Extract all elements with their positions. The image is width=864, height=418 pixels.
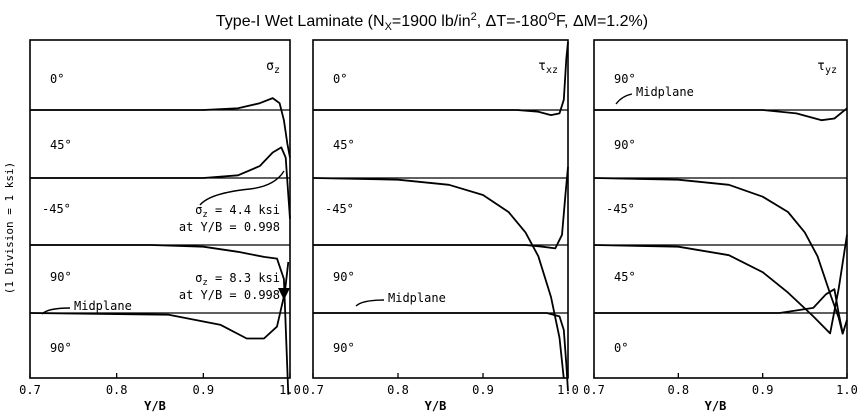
panel-stress-label: σz bbox=[266, 59, 280, 76]
layer-label: -45° bbox=[606, 202, 635, 216]
layer-label: 0° bbox=[614, 341, 628, 355]
annotation-arrowhead bbox=[278, 288, 290, 300]
figure-title: Type-I Wet Laminate (NX=1900 lb/in2, ΔT=… bbox=[216, 11, 648, 33]
layer-label: -45° bbox=[42, 202, 71, 216]
layer-label: 90° bbox=[333, 341, 355, 355]
layer-label: 45° bbox=[614, 270, 636, 284]
layer-label: 90° bbox=[333, 270, 355, 284]
stress-curve-2 bbox=[30, 146, 291, 219]
stress-curve-4 bbox=[313, 312, 569, 392]
panel-stress-label: τxz bbox=[538, 59, 558, 76]
layer-label: 90° bbox=[50, 341, 72, 355]
layer-label: 45° bbox=[50, 138, 72, 152]
x-tick-label: 1.0 bbox=[279, 383, 301, 397]
x-tick-label: 0.7 bbox=[19, 383, 41, 397]
panel-2: 0.7 0.8 0.9 1.0Y/Bτxz0°45°-45°90°90°Midplan… bbox=[302, 39, 579, 413]
layer-label: 90° bbox=[614, 138, 636, 152]
stress-curve-3 bbox=[313, 166, 569, 250]
x-tick-label: 0.7 bbox=[302, 383, 324, 397]
panel-stress-label: τyz bbox=[817, 59, 837, 76]
midplane-label: Midplane bbox=[74, 299, 132, 313]
layer-label: 0° bbox=[333, 72, 347, 86]
layer-label: 90° bbox=[50, 270, 72, 284]
peak-annotation-location: at Y/B = 0.998 bbox=[179, 220, 280, 234]
x-axis-label: Y/B bbox=[425, 399, 447, 413]
x-tick-label: 0.9 bbox=[752, 383, 774, 397]
layer-label: 90° bbox=[614, 72, 636, 86]
stress-curve-2 bbox=[593, 177, 844, 335]
x-tick-label: 0.8 bbox=[387, 383, 409, 397]
stress-curve-3 bbox=[30, 244, 290, 395]
stress-curve-1 bbox=[594, 107, 848, 122]
x-tick-label: 1.0 bbox=[836, 383, 858, 397]
stress-curve-3 bbox=[593, 234, 848, 335]
stress-curve-4 bbox=[594, 288, 848, 335]
annotation-arrow bbox=[199, 170, 285, 206]
layer-label: -45° bbox=[325, 202, 354, 216]
stress-curve-2 bbox=[312, 177, 565, 379]
midplane-leader bbox=[355, 299, 385, 307]
stress-curve-1 bbox=[30, 97, 291, 158]
midplane-label: Midplane bbox=[636, 85, 694, 99]
x-tick-label: 0.8 bbox=[106, 383, 128, 397]
x-tick-label: 0.7 bbox=[583, 383, 605, 397]
x-tick-label: 0.9 bbox=[192, 383, 214, 397]
layer-label: 45° bbox=[333, 138, 355, 152]
layer-label: 0° bbox=[50, 72, 64, 86]
peak-annotation: σz = 4.4 ksi bbox=[195, 203, 280, 220]
x-tick-label: 0.9 bbox=[472, 383, 494, 397]
midplane-label: Midplane bbox=[388, 291, 446, 305]
x-axis-label: Y/B bbox=[144, 399, 166, 413]
stress-curve-1 bbox=[313, 41, 569, 116]
x-axis-label: Y/B bbox=[705, 399, 727, 413]
panel-3: 0.7 0.8 0.9 1.0 Y/B τyz 90° 90° -45° 45° 0° Midplan… bbox=[583, 39, 858, 413]
x-tick-label: 0.8 bbox=[667, 383, 689, 397]
panel-frame bbox=[312, 39, 569, 379]
y-axis-label: (1 Division = 1 ksi) bbox=[3, 162, 16, 294]
panel-1: 0.7 0.8 0.9 1.0 Y/B σz 0° 45° -45° 90° 90° Midplane… bbox=[19, 39, 301, 413]
peak-annotation-location: at Y/B = 0.998 bbox=[179, 288, 280, 302]
peak-annotation: σz = 8.3 ksi bbox=[195, 271, 280, 288]
panel-frame bbox=[593, 39, 848, 379]
midplane-leader bbox=[615, 93, 633, 105]
